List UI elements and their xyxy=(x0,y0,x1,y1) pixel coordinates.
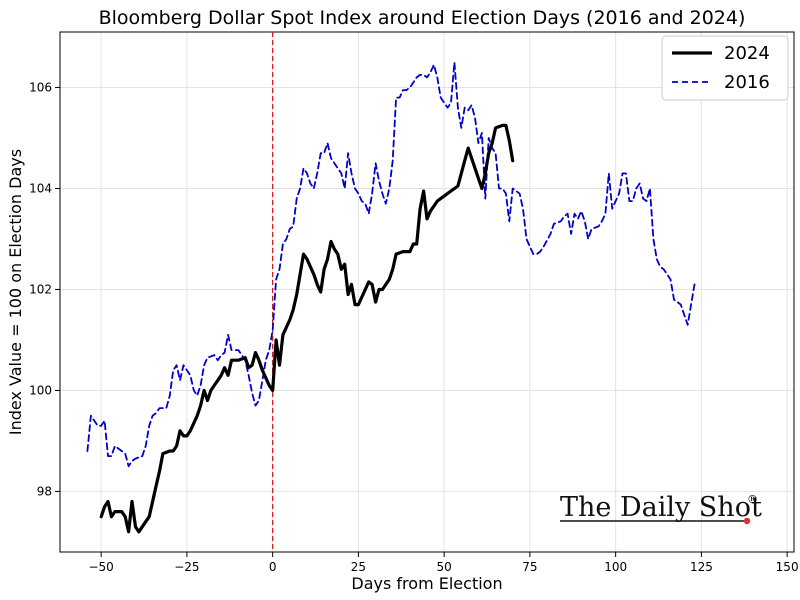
x-tick-label: −50 xyxy=(88,560,113,574)
x-tick-label: 50 xyxy=(437,560,452,574)
series-line-2016 xyxy=(86,61,696,468)
legend-label-2024: 2024 xyxy=(724,43,770,64)
watermark-dot xyxy=(743,517,751,525)
legend: 2024 2016 xyxy=(661,35,789,101)
y-tick-label: 98 xyxy=(37,484,52,498)
watermark-text: The Daily Shot xyxy=(560,492,762,523)
x-tick-label: 150 xyxy=(776,560,799,574)
x-axis-label: Days from Election xyxy=(351,574,502,593)
grid-lines xyxy=(60,32,794,552)
plot-frame xyxy=(59,31,795,553)
x-tick-label: 0 xyxy=(269,560,277,574)
x-tick-label: 75 xyxy=(522,560,537,574)
axis-ticks: −50 −25 0 25 50 75 100 125 150 98 100 102 104 106 xyxy=(29,81,798,574)
x-tick-label: 25 xyxy=(351,560,366,574)
y-tick-label: 106 xyxy=(29,81,52,95)
x-tick-label: 100 xyxy=(604,560,627,574)
watermark-mark: ® xyxy=(747,493,758,506)
series-line-2024 xyxy=(99,123,515,534)
y-tick-label: 100 xyxy=(29,383,52,397)
y-axis-label: Index Value = 100 on Election Days xyxy=(6,149,25,435)
x-tick-label: 125 xyxy=(690,560,713,574)
series-lines xyxy=(86,32,696,552)
chart-title: Bloomberg Dollar Spot Index around Elect… xyxy=(99,7,746,29)
y-tick-label: 102 xyxy=(29,282,52,296)
y-tick-label: 104 xyxy=(29,182,52,196)
x-tick-label: −25 xyxy=(174,560,199,574)
daily-shot-logo: The Daily Shot ® xyxy=(560,492,762,525)
legend-label-2016: 2016 xyxy=(724,72,770,93)
